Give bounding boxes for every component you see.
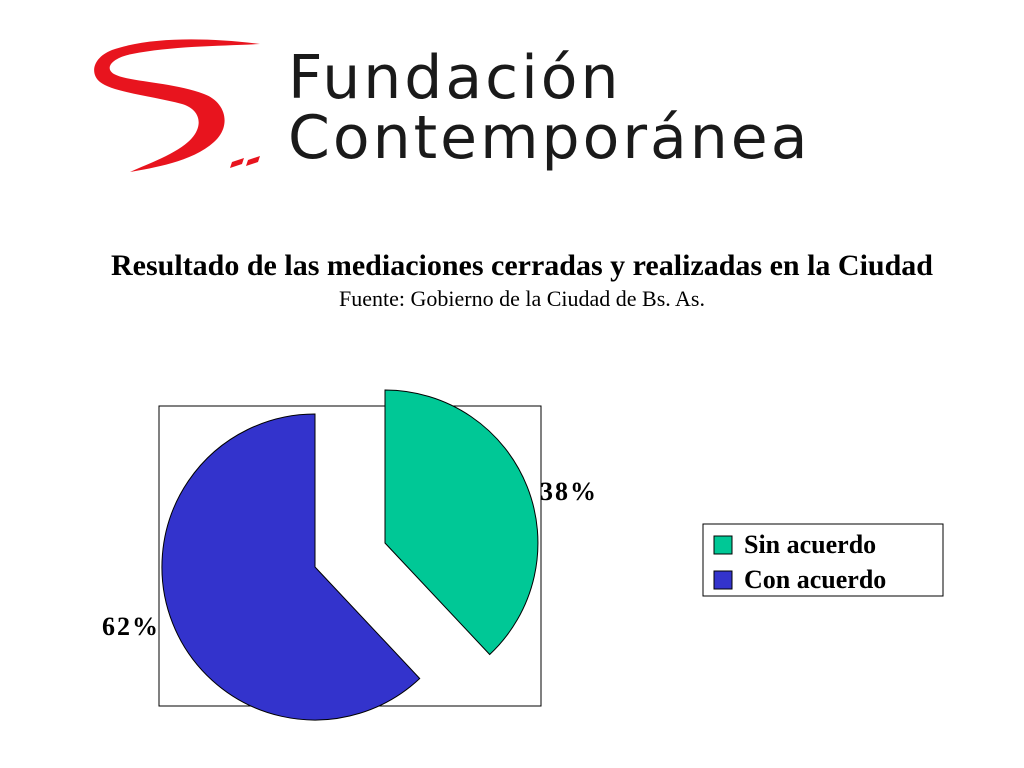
slice-label-con-acuerdo: 62% xyxy=(102,612,160,641)
slice-label-sin-acuerdo: 38% xyxy=(540,477,598,506)
legend-label-sin-acuerdo: Sin acuerdo xyxy=(744,530,876,559)
pie-slice-sin-acuerdo xyxy=(384,389,539,656)
legend-swatch-sin-acuerdo xyxy=(713,535,733,555)
pie-slices xyxy=(161,389,539,721)
legend-box xyxy=(702,523,944,597)
page-subtitle: Fuente: Gobierno de la Ciudad de Bs. As. xyxy=(338,286,705,311)
logo-s-mark-icon xyxy=(94,39,260,172)
legend: Sin acuerdo Con acuerdo xyxy=(702,523,944,597)
pie-slice-con-acuerdo xyxy=(161,413,421,721)
title-block: Resultado de las mediaciones cerradas y … xyxy=(0,246,1024,312)
legend-swatch-con-acuerdo xyxy=(713,570,733,590)
logo-line-2: Contemporánea xyxy=(288,103,811,173)
page-title: Resultado de las mediaciones cerradas y … xyxy=(111,249,933,282)
legend-label-con-acuerdo: Con acuerdo xyxy=(744,565,886,594)
logo-line-1: Fundación xyxy=(288,43,622,113)
slice-labels: 38% 62% xyxy=(102,477,598,641)
logo-wordmark: Fundación Contemporánea xyxy=(288,48,810,168)
